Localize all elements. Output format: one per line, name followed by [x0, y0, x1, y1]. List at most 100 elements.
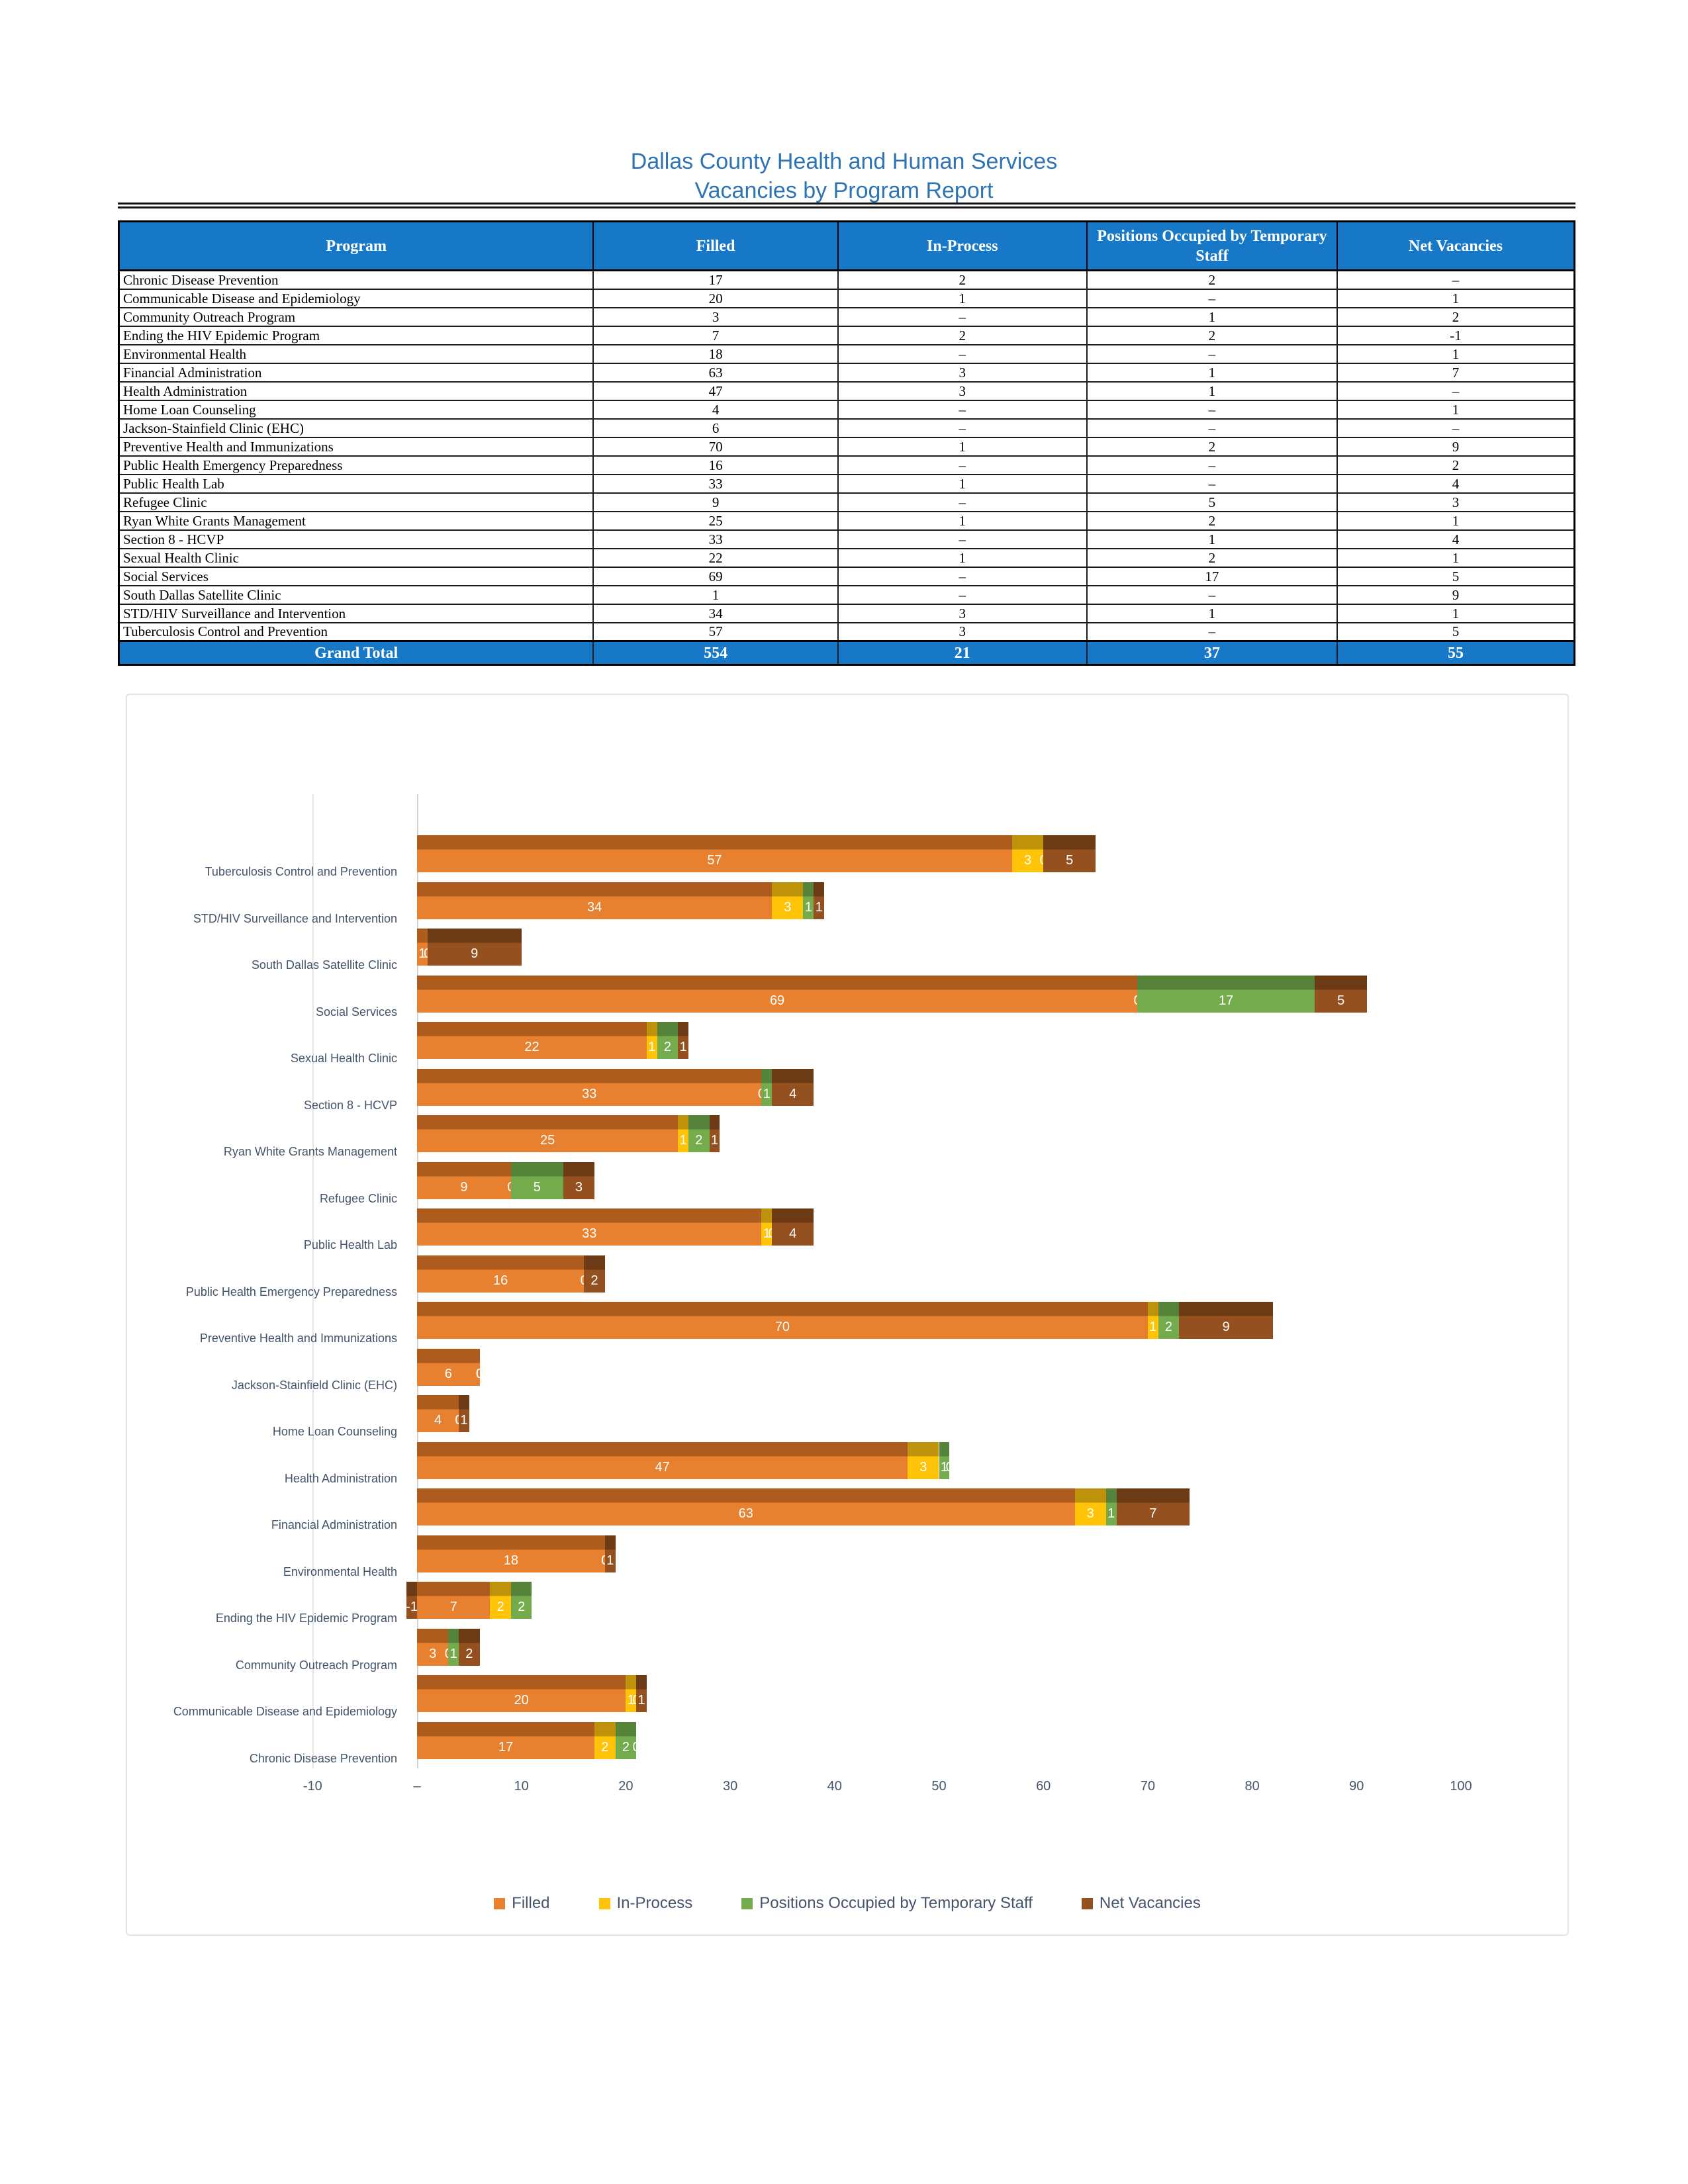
- bar-segment-filled: [417, 1488, 1075, 1525]
- chart-panel: Tuberculosis Control and Prevention57305…: [126, 694, 1569, 1936]
- bar-segment-net-vacancies: [459, 1395, 469, 1432]
- table-header-row: Program Filled In-Process Positions Occupie…: [118, 220, 1575, 271]
- filled-cell: 57: [592, 621, 839, 642]
- filled-cell: 16: [592, 455, 839, 475]
- bar-value-label: 17: [1219, 993, 1234, 1008]
- temporary-staff-cell: –: [1086, 621, 1338, 642]
- bar-value-label: 4: [789, 1226, 797, 1241]
- bar-value-label: 2: [496, 1600, 504, 1614]
- temporary-staff-cell: 2: [1086, 547, 1338, 568]
- bar-segment-temporary-staff: [657, 1022, 679, 1059]
- in-process-cell: 1: [837, 510, 1088, 531]
- filled-cell: 63: [592, 362, 839, 383]
- bar-value-label: 2: [518, 1600, 526, 1614]
- legend-swatch-net-vacancies: [1081, 1897, 1093, 1909]
- net-vacancies-cell: -1: [1336, 325, 1575, 345]
- bar-segment-filled: [417, 1115, 679, 1152]
- bar-segment-filled: [417, 1721, 595, 1759]
- in-process-cell: 3: [837, 603, 1088, 623]
- category-label: Jackson-Stainfield Clinic (EHC): [231, 1378, 397, 1392]
- bar-segment-filled: [417, 1675, 626, 1712]
- bar-value-label: 70: [774, 1320, 790, 1334]
- program-cell: Section 8 - HCVP: [118, 529, 594, 549]
- program-cell: Home Loan Counseling: [118, 399, 594, 420]
- bar-segment-filled: [417, 882, 773, 919]
- bar-segment-filled: [417, 1161, 511, 1199]
- bar-value-label: 0: [476, 1366, 484, 1381]
- bar-segment-filled: [417, 1348, 480, 1386]
- bar-value-label: 2: [1164, 1320, 1172, 1334]
- table-row: Environmental Health 18– –1: [118, 343, 1575, 364]
- bar-segment-filled: [417, 1255, 585, 1293]
- temporary-staff-cell: 1: [1086, 306, 1338, 327]
- net-vacancies-cell: 4: [1336, 473, 1575, 494]
- net-vacancies-cell: 7: [1336, 362, 1575, 383]
- program-cell: Ryan White Grants Management: [118, 510, 594, 531]
- in-process-cell: –: [837, 492, 1088, 512]
- temporary-staff-cell: 1: [1086, 381, 1338, 401]
- x-tick-label: 20: [618, 1779, 633, 1794]
- bar-value-label: 9: [1222, 1320, 1230, 1334]
- category-label: Preventive Health and Immunizations: [199, 1332, 397, 1345]
- bar-value-label: 1: [648, 1040, 656, 1054]
- program-cell: Health Administration: [118, 381, 594, 401]
- x-tick-label: 10: [514, 1779, 529, 1794]
- bar-segment-temporary-staff: [803, 882, 814, 919]
- table-row: Public Health Lab 33 1–4: [118, 473, 1575, 494]
- legend-swatch-temporary-staff: [741, 1897, 753, 1909]
- bar-value-label: 2: [590, 1273, 598, 1288]
- title-divider: [118, 203, 1575, 208]
- bar-value-label: 1: [460, 1413, 468, 1428]
- bar-value-label: 18: [503, 1553, 519, 1568]
- net-vacancies-cell: 1: [1336, 603, 1575, 623]
- bar-segment-in-process: [646, 1022, 657, 1059]
- temporary-staff-cell: 1: [1086, 529, 1338, 549]
- category-label: Ryan White Grants Management: [223, 1145, 397, 1158]
- category-label: Social Services: [315, 1005, 397, 1019]
- bar-segment-temporary-staff: [939, 1441, 950, 1479]
- legend-item-in-process: In-Process: [598, 1894, 692, 1913]
- bar-row: Community Outreach Program3012: [127, 1628, 1568, 1675]
- bar-segment-filled: [417, 1582, 491, 1619]
- program-cell: STD/HIV Surveillance and Intervention: [118, 603, 594, 623]
- bar-segment-in-process: [761, 1208, 773, 1246]
- bar-segment-net-vacancies: [584, 1255, 605, 1293]
- category-label: Ending the HIV Epidemic Program: [215, 1612, 397, 1625]
- bar-value-label: 47: [655, 1459, 670, 1475]
- category-label: Environmental Health: [283, 1565, 397, 1578]
- x-tick-label: 60: [1036, 1779, 1051, 1794]
- bar-value-label: -1: [406, 1600, 418, 1614]
- bar-value-label: 0: [945, 1459, 953, 1475]
- bar-value-label: 2: [465, 1646, 473, 1661]
- table-row: Communicable Disease and Epidemiology 20 1…: [118, 288, 1575, 308]
- table-row: Public Health Emergency Preparedness 16– –…: [118, 455, 1575, 475]
- bar-row: Tuberculosis Control and Prevention57305: [127, 835, 1568, 882]
- table-row: Jackson-Stainfield Clinic (EHC) 6– – –: [118, 418, 1575, 438]
- bar-row: Health Administration 47 3 1 0: [127, 1441, 1568, 1488]
- bar-segment-in-process: [1074, 1488, 1106, 1525]
- bar-value-label: 57: [707, 853, 722, 868]
- bar-segment-net-vacancies: [814, 882, 825, 919]
- bar-segment-filled: [417, 1628, 449, 1666]
- bar-value-label: 7: [1149, 1506, 1157, 1521]
- bar-row: South Dallas Satellite Clinic1009: [127, 929, 1568, 975]
- bar-row: Refugee Clinic9053: [127, 1161, 1568, 1208]
- bar-segment-filled: [417, 1068, 762, 1106]
- gridline-neg10: [312, 794, 314, 1768]
- in-process-cell: –: [837, 399, 1088, 420]
- bar-value-label: 1: [418, 946, 426, 961]
- bar-segment-filled: [417, 1395, 459, 1432]
- bar-value-label: 2: [601, 1739, 609, 1754]
- filled-cell: 18: [592, 343, 839, 364]
- temporary-staff-cell: 5: [1086, 492, 1338, 512]
- bar-segment-net-vacancies: [636, 1675, 647, 1712]
- bar-value-label: 1: [637, 1693, 645, 1707]
- bar-value-label: 0: [476, 1366, 484, 1381]
- bar-value-label: 1: [710, 1133, 718, 1148]
- in-process-cell: 3: [837, 621, 1088, 642]
- bar-row: Ryan White Grants Management 25 1 2 1: [127, 1115, 1568, 1161]
- bar-chart: Tuberculosis Control and Prevention57305…: [127, 695, 1568, 1934]
- temporary-staff-cell: 2: [1086, 510, 1338, 531]
- in-process-cell: –: [837, 306, 1088, 327]
